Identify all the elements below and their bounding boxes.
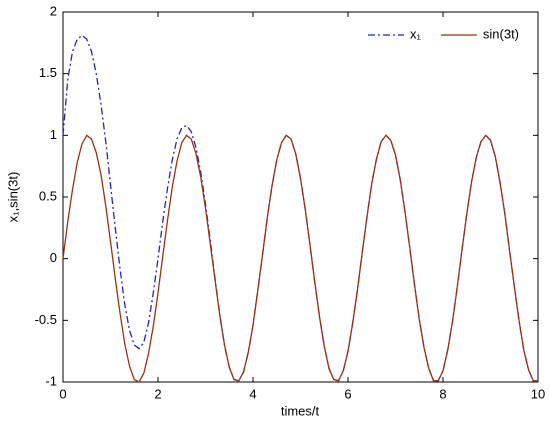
x-tick-label: 4 xyxy=(249,386,256,401)
x-tick-label: 8 xyxy=(439,386,446,401)
y-tick-label: 0 xyxy=(50,250,57,265)
plot-frame xyxy=(62,11,539,383)
x-axis-label: times/t xyxy=(281,403,320,418)
y-tick-label: 0.5 xyxy=(39,188,57,203)
legend-label: x₁ xyxy=(410,26,422,41)
x-tick-label: 0 xyxy=(59,386,66,401)
x-tick-label: 6 xyxy=(344,386,351,401)
y-tick-label: -1 xyxy=(45,373,57,388)
data-line xyxy=(62,134,538,383)
x-tick-label: 10 xyxy=(531,386,545,401)
y-tick-label: -0.5 xyxy=(35,312,57,327)
y-tick-label: 1 xyxy=(50,127,57,142)
y-axis-label: x₁,sin(3t) xyxy=(5,172,20,223)
y-tick-label: 2 xyxy=(50,3,57,18)
y-tick-label: 1.5 xyxy=(39,65,57,80)
legend-label: sin(3t) xyxy=(483,26,519,41)
x-tick-label: 2 xyxy=(154,386,161,401)
